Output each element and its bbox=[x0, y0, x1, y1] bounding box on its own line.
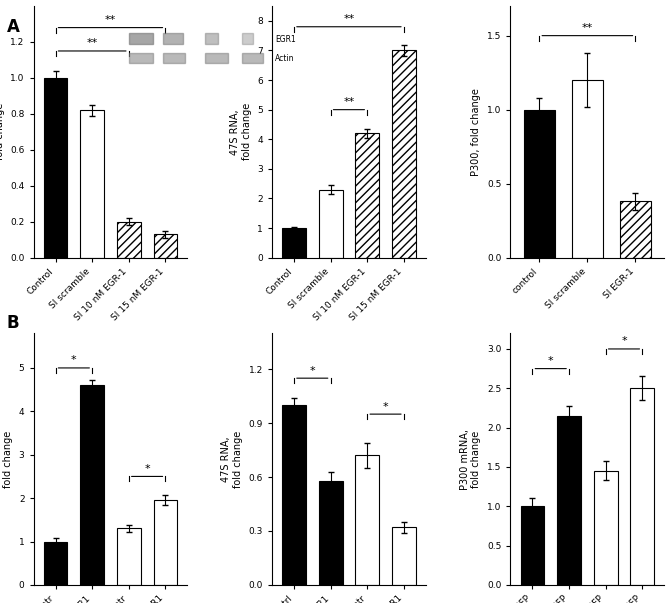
Text: **: ** bbox=[582, 23, 593, 33]
Bar bbox=[356, 133, 379, 257]
Bar bbox=[631, 388, 654, 585]
Bar bbox=[162, 53, 185, 63]
Bar bbox=[572, 80, 603, 257]
Text: **: ** bbox=[87, 39, 98, 48]
Bar bbox=[117, 528, 141, 585]
Bar bbox=[81, 385, 104, 585]
Bar bbox=[594, 471, 617, 585]
Bar bbox=[242, 33, 253, 43]
Bar bbox=[242, 53, 263, 63]
Bar bbox=[392, 528, 416, 585]
Bar bbox=[319, 189, 342, 257]
Text: A: A bbox=[7, 18, 19, 36]
Bar bbox=[117, 222, 141, 257]
Text: *: * bbox=[548, 356, 554, 366]
Text: **: ** bbox=[344, 97, 354, 107]
Bar bbox=[521, 507, 544, 585]
Text: *: * bbox=[309, 365, 315, 376]
Text: *: * bbox=[382, 402, 389, 412]
Y-axis label: P300, fold change: P300, fold change bbox=[472, 88, 482, 176]
Bar bbox=[557, 416, 581, 585]
Text: B: B bbox=[7, 314, 19, 332]
Y-axis label: EGR-1 mRNA,
fold change: EGR-1 mRNA, fold change bbox=[0, 99, 5, 165]
Text: *: * bbox=[71, 355, 76, 365]
Y-axis label: EGR1 mRNA,
fold change: EGR1 mRNA, fold change bbox=[0, 428, 13, 491]
Bar bbox=[205, 53, 228, 63]
Bar bbox=[154, 235, 177, 257]
Bar bbox=[44, 541, 67, 585]
Bar bbox=[205, 33, 218, 43]
Bar bbox=[282, 228, 306, 257]
Bar bbox=[319, 481, 342, 585]
Bar bbox=[282, 405, 306, 585]
Text: *: * bbox=[144, 464, 150, 474]
Text: *: * bbox=[621, 336, 627, 347]
Text: **: ** bbox=[105, 15, 116, 25]
Text: Actin: Actin bbox=[275, 54, 295, 63]
Bar bbox=[44, 78, 67, 257]
Bar bbox=[154, 500, 177, 585]
Text: **: ** bbox=[344, 14, 354, 24]
Bar bbox=[129, 33, 152, 43]
Bar bbox=[392, 51, 416, 257]
Bar bbox=[81, 110, 104, 257]
Text: EGR1: EGR1 bbox=[275, 35, 296, 44]
Bar bbox=[162, 33, 183, 43]
Bar bbox=[129, 53, 152, 63]
Bar bbox=[523, 110, 555, 257]
Bar bbox=[620, 201, 651, 257]
Y-axis label: P300 mRNA,
fold change: P300 mRNA, fold change bbox=[460, 429, 482, 490]
Y-axis label: 47S RNA,
fold change: 47S RNA, fold change bbox=[230, 103, 252, 160]
Y-axis label: 47S RNA,
fold change: 47S RNA, fold change bbox=[221, 431, 243, 488]
Bar bbox=[356, 455, 379, 585]
